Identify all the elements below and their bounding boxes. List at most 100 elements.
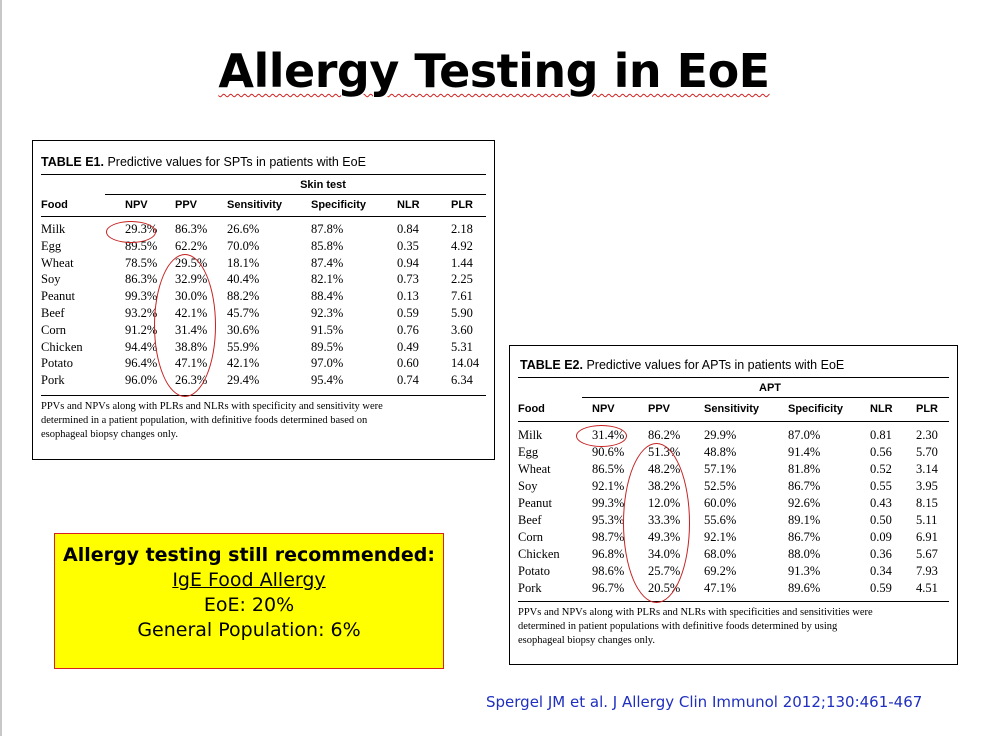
value-cell: 0.09 — [870, 530, 892, 544]
food-cell: Wheat — [41, 255, 74, 270]
value-cell: 48.8% — [704, 445, 737, 459]
table-e2-col-header: Food — [518, 403, 545, 415]
value-cell: 2.18 — [451, 222, 473, 236]
food-cell: Peanut — [41, 289, 76, 304]
value-cell: 55.9% — [227, 339, 260, 354]
food-cell: Corn — [41, 322, 66, 337]
value-cell: 81.8% — [788, 462, 821, 476]
table-e1-col-header: Sensitivity — [227, 199, 283, 211]
value-cell: 5.11 — [916, 513, 938, 527]
value-cell: 6.91 — [916, 530, 938, 544]
callout-ige-line: IgE Food Allergy — [55, 569, 443, 591]
table-e2-footnote: PPVs and NPVs along with PLRs and NLRs w… — [518, 606, 873, 648]
food-cell: Milk — [41, 222, 66, 236]
value-cell: 91.4% — [788, 445, 821, 459]
value-cell: 18.1% — [227, 255, 260, 270]
value-cell: 1.44 — [451, 255, 473, 270]
value-cell: 90.6% — [592, 445, 625, 459]
value-cell: 92.3% — [311, 306, 344, 320]
table-e2-col-header: NLR — [870, 403, 893, 415]
table-e2-header-row: Food NPV PPV Sensitivity Specificity NLR PLR — [518, 403, 949, 420]
value-cell: 60.0% — [704, 496, 737, 510]
value-cell: 91.5% — [311, 322, 344, 337]
value-cell: 3.14 — [916, 462, 938, 476]
value-cell: 95.4% — [311, 373, 344, 388]
value-cell: 55.6% — [704, 513, 737, 527]
slide-left-border — [0, 0, 2, 736]
food-cell: Pork — [518, 581, 542, 595]
table-e1-footnote: PPVs and NPVs along with PLRs and NLRs w… — [41, 400, 383, 442]
value-cell: 14.04 — [451, 356, 480, 371]
table-e2-caption-text: Predictive values for APTs in patients w… — [586, 358, 845, 372]
value-cell: 89.6% — [788, 581, 821, 595]
value-cell: 7.61 — [451, 289, 473, 304]
value-cell: 96.0% — [125, 373, 158, 388]
table-e1-col-header: Specificity — [311, 199, 367, 211]
slide-title: Allergy Testing in EoE — [0, 44, 988, 98]
table-e2-col-header: PPV — [648, 403, 671, 415]
food-cell: Potato — [518, 564, 550, 578]
table-e1-footnote-line: determined in a patient population, with… — [41, 415, 368, 426]
value-cell: 2.30 — [916, 428, 938, 442]
table-e2-footnote-line: esophageal biopsy changes only. — [518, 635, 655, 646]
value-cell: 0.55 — [870, 479, 892, 493]
value-cell: 5.67 — [916, 547, 938, 561]
value-cell: 92.1% — [704, 530, 737, 544]
table-e2-top-rule — [518, 377, 949, 378]
table-e1-col-header: NPV — [125, 199, 148, 211]
value-cell: 0.74 — [397, 373, 419, 388]
table-e1: TABLE E1. Predictive values for SPTs in … — [32, 140, 495, 460]
food-cell: Chicken — [518, 547, 560, 561]
value-cell: 47.1% — [704, 581, 737, 595]
value-cell: 0.60 — [397, 356, 419, 371]
food-cell: Pork — [41, 373, 65, 388]
npv-milk-circle-annotation — [576, 425, 627, 447]
value-cell: 0.81 — [870, 428, 892, 442]
value-cell: 0.36 — [870, 547, 892, 561]
food-cell: Milk — [518, 428, 543, 442]
table-e1-col-header: PPV — [175, 199, 198, 211]
npv-milk-circle-annotation — [106, 221, 156, 243]
table-e2: TABLE E2. Predictive values for APTs in … — [509, 345, 958, 665]
table-e2-col-header: NPV — [592, 403, 615, 415]
value-cell: 88.0% — [788, 547, 821, 561]
table-e1-top-rule — [41, 174, 486, 175]
value-cell: 99.3% — [592, 496, 625, 510]
value-cell: 88.2% — [227, 289, 260, 304]
value-cell: 0.76 — [397, 322, 419, 337]
value-cell: 45.7% — [227, 306, 260, 320]
value-cell: 5.31 — [451, 339, 473, 354]
table-e1-bottom-rule — [41, 395, 486, 396]
value-cell: 0.84 — [397, 222, 419, 236]
value-cell: 7.93 — [916, 564, 938, 578]
value-cell: 52.5% — [704, 479, 737, 493]
value-cell: 78.5% — [125, 255, 158, 270]
value-cell: 68.0% — [704, 547, 737, 561]
value-cell: 8.15 — [916, 496, 938, 510]
value-cell: 62.2% — [175, 238, 208, 253]
value-cell: 0.43 — [870, 496, 892, 510]
food-cell: Soy — [518, 479, 538, 493]
value-cell: 5.90 — [451, 306, 473, 320]
food-cell: Potato — [41, 356, 73, 371]
food-cell: Beef — [518, 513, 542, 527]
value-cell: 92.6% — [788, 496, 821, 510]
value-cell: 86.7% — [788, 479, 821, 493]
table-e2-group-rule — [582, 397, 949, 398]
value-cell: 0.56 — [870, 445, 892, 459]
food-cell: Chicken — [41, 339, 83, 354]
table-e2-col-header: Sensitivity — [704, 403, 760, 415]
callout-heading: Allergy testing still recommended: — [62, 544, 435, 566]
value-cell: 89.5% — [311, 339, 344, 354]
value-cell: 4.51 — [916, 581, 938, 595]
callout-general-population-line: General Population: 6% — [137, 619, 361, 641]
food-cell: Peanut — [518, 496, 553, 510]
value-cell: 29.4% — [227, 373, 260, 388]
table-e1-footnote-line: esophageal biopsy changes only. — [41, 429, 178, 440]
value-cell: 0.35 — [397, 238, 419, 253]
table-e2-bottom-rule — [518, 601, 949, 602]
value-cell: 69.2% — [704, 564, 737, 578]
value-cell: 0.50 — [870, 513, 892, 527]
value-cell: 29.9% — [704, 428, 737, 442]
table-e1-caption: TABLE E1. Predictive values for SPTs in … — [41, 155, 366, 169]
